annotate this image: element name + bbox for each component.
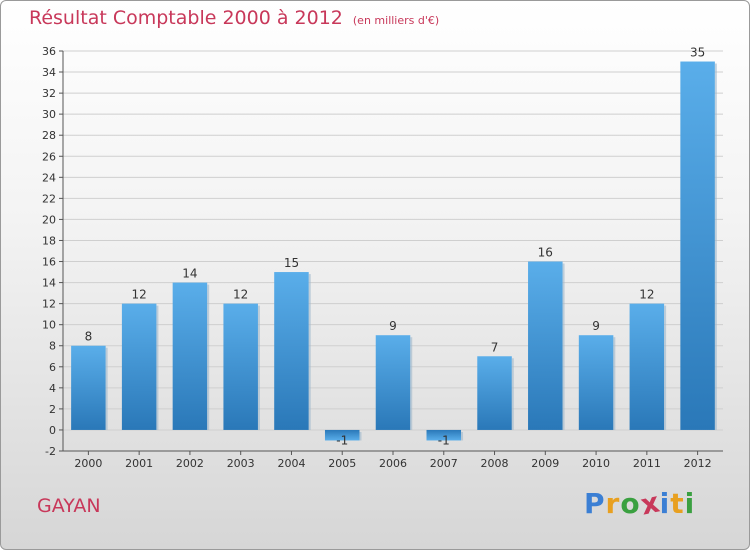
logo-letter: o <box>620 487 641 520</box>
value-label: 15 <box>284 256 299 270</box>
bar <box>426 429 462 441</box>
y-tick-label: 14 <box>42 277 56 290</box>
y-tick-label: 6 <box>49 361 56 374</box>
x-tick-label: 2006 <box>379 457 407 470</box>
logo-letter: r <box>605 487 621 520</box>
bar-shadow <box>308 274 311 430</box>
value-label: 9 <box>592 319 600 333</box>
bar <box>528 261 563 430</box>
bar-shadow <box>257 305 260 430</box>
x-tick-label: 2002 <box>176 457 204 470</box>
place-name: GAYAN <box>37 495 101 517</box>
value-label: -1 <box>438 433 450 447</box>
y-tick-label: 4 <box>49 382 56 395</box>
y-tick-label: 34 <box>42 66 56 79</box>
bar-shadow <box>613 337 616 430</box>
y-tick-label: 10 <box>42 319 56 332</box>
y-tick-label: 0 <box>49 424 56 437</box>
bar <box>172 282 208 430</box>
logo-letter: i <box>659 487 671 520</box>
value-label: 14 <box>182 267 197 281</box>
logo-letter: t <box>670 487 685 520</box>
chart-title-text: Résultat Comptable 2000 à 2012 <box>29 7 343 29</box>
y-tick-label: 2 <box>49 403 56 416</box>
y-tick-label: 8 <box>49 340 56 353</box>
bar-shadow <box>359 431 362 441</box>
y-tick-label: 28 <box>42 129 56 142</box>
y-tick-label: 30 <box>42 108 56 121</box>
y-tick-label: 26 <box>42 150 56 163</box>
proxiti-logo: Proxiti <box>584 485 696 521</box>
bar <box>629 303 665 430</box>
x-tick-label: 2001 <box>125 457 153 470</box>
y-tick-label: 36 <box>42 45 56 58</box>
x-tick-label: 2008 <box>481 457 509 470</box>
y-tick-label: 22 <box>42 192 56 205</box>
value-label: 12 <box>233 288 248 302</box>
x-tick-label: 2000 <box>74 457 102 470</box>
bar-shadow <box>461 431 464 441</box>
x-tick-label: 2007 <box>430 457 458 470</box>
value-label: 7 <box>491 340 499 354</box>
bar <box>274 272 309 430</box>
y-tick-label: 16 <box>42 256 56 269</box>
value-label: 16 <box>538 246 553 260</box>
x-tick-label: 2003 <box>227 457 255 470</box>
value-label: 8 <box>85 330 93 344</box>
bar <box>477 356 512 430</box>
bar <box>324 429 360 441</box>
logo-letter: i <box>684 487 696 520</box>
y-tick-label: 12 <box>42 298 56 311</box>
value-label: 9 <box>389 319 397 333</box>
bar-shadow <box>562 263 565 430</box>
chart-title: Résultat Comptable 2000 à 2012 (en millie… <box>29 7 439 29</box>
value-label: 12 <box>639 288 654 302</box>
bar-shadow <box>664 305 667 430</box>
value-label: 12 <box>132 288 147 302</box>
logo-letter: P <box>584 487 606 520</box>
y-tick-label: 18 <box>42 234 56 247</box>
bar <box>375 335 411 430</box>
value-label: 35 <box>690 46 705 60</box>
value-label: -1 <box>336 433 348 447</box>
x-tick-label: 2004 <box>277 457 305 470</box>
x-tick-label: 2010 <box>582 457 610 470</box>
x-tick-label: 2012 <box>684 457 712 470</box>
chart-subtitle: (en milliers d'€) <box>352 14 440 27</box>
bar-shadow <box>207 284 210 430</box>
x-tick-label: 2009 <box>531 457 559 470</box>
bar <box>121 303 157 430</box>
bar-shadow <box>410 337 413 430</box>
bar <box>578 335 614 430</box>
x-tick-label: 2005 <box>328 457 356 470</box>
y-tick-label: 32 <box>42 87 56 100</box>
y-tick-label: -2 <box>45 445 56 458</box>
bar-shadow <box>156 305 159 430</box>
bar <box>680 61 715 430</box>
bar-shadow <box>714 63 717 430</box>
y-tick-label: 24 <box>42 171 56 184</box>
bar <box>71 345 106 430</box>
y-tick-label: 20 <box>42 213 56 226</box>
bar-shadow <box>511 358 514 430</box>
bar-shadow <box>105 347 108 430</box>
bar <box>223 303 258 430</box>
x-tick-label: 2011 <box>633 457 661 470</box>
